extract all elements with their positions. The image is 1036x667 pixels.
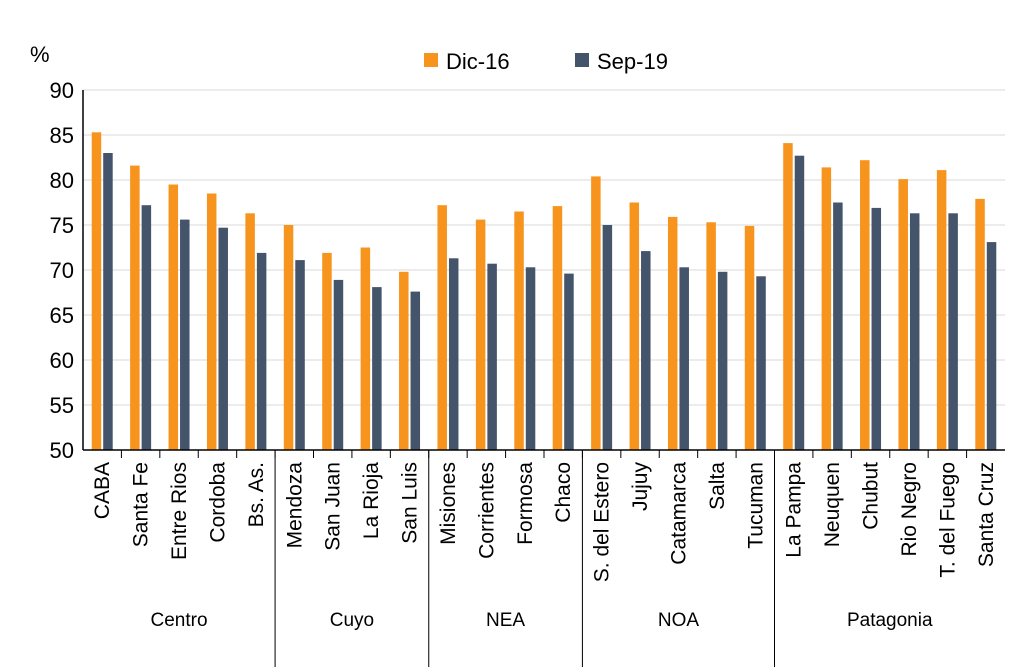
category-label: Rio Negro (898, 462, 921, 557)
bar-sep-19-salta (717, 271, 728, 450)
category-label: Corrientes (475, 462, 498, 559)
bar-sep-19-formosa (525, 267, 536, 450)
bar-dic-16-jujuy (629, 202, 640, 450)
bar-dic-16-bs-as- (245, 213, 255, 450)
group-label: Centro (151, 610, 208, 631)
category-label: Tucuman (744, 462, 767, 549)
bars (91, 132, 997, 451)
category-label: Formosa (514, 462, 537, 545)
legend-swatch-sep-19 (575, 53, 589, 67)
bar-sep-19-cordoba (218, 227, 228, 450)
bar-dic-16-salta (706, 222, 716, 450)
bar-dic-16-rio-negro (898, 179, 908, 450)
bar-dic-16-chaco (552, 206, 563, 450)
group-label: NEA (486, 610, 525, 631)
bar-sep-19-neuquen (833, 202, 843, 450)
bar-sep-19-chaco (564, 273, 574, 450)
y-axis-unit-label: % (30, 42, 50, 67)
bar-dic-16-la-rioja (360, 247, 371, 450)
bar-sep-19-t-del-fuego (948, 213, 958, 450)
y-tick-label: 75 (50, 213, 74, 238)
bar-sep-19-catamarca (679, 267, 689, 450)
bar-dic-16-la-pampa (783, 143, 793, 450)
bar-dic-16-s-del-estero (591, 176, 601, 450)
bar-sep-19-tucuman (756, 276, 766, 450)
bar-dic-16-san-juan (322, 252, 332, 450)
category-label: Santa Cruz (975, 462, 998, 567)
bar-dic-16-catamarca (667, 216, 678, 450)
bar-dic-16-santa-fe (130, 165, 140, 450)
bar-sep-19-misiones (448, 258, 459, 450)
category-label: Cordoba (206, 462, 229, 543)
bar-sep-19-san-luis (410, 291, 421, 450)
legend-label: Sep-19 (597, 49, 668, 74)
category-label: S. del Estero (591, 462, 614, 582)
category-label: La Pampa (783, 462, 806, 558)
bar-sep-19-santa-cruz (986, 242, 997, 450)
category-label: Mendoza (283, 462, 306, 549)
bar-dic-16-tucuman (744, 225, 755, 450)
category-label: Bs. As. (245, 462, 268, 527)
category-label: Chubut (860, 462, 883, 530)
bar-sep-19-santa-fe (141, 205, 152, 450)
category-label: La Rioja (360, 462, 383, 539)
legend-label: Dic-16 (446, 49, 510, 74)
bar-sep-19-entre-rios (180, 219, 190, 450)
bar-sep-19-s-del-estero (602, 225, 613, 450)
category-label: CABA (91, 462, 114, 519)
y-tick-label: 50 (50, 438, 74, 463)
bar-dic-16-misiones (437, 205, 447, 450)
legend: Dic-16 Sep-19 (424, 49, 668, 74)
bar-sep-19-caba (103, 153, 113, 450)
y-tick-label: 90 (50, 78, 74, 103)
legend-swatch-dic-16 (424, 53, 438, 67)
group-label: Cuyo (330, 610, 374, 631)
y-tick-label: 65 (50, 303, 74, 328)
bar-sep-19-mendoza (295, 260, 305, 450)
bar-sep-19-corrientes (487, 263, 497, 450)
category-label: Salta (706, 462, 729, 510)
category-label: San Luis (399, 462, 422, 544)
category-label: Santa Fe (130, 462, 153, 547)
bar-sep-19-la-pampa (794, 155, 805, 450)
bar-dic-16-entre-rios (168, 184, 179, 450)
group-label: NOA (658, 610, 700, 631)
axes: 50 55 60 65 70 75 80 85 90 CABA Santa Fe Entre Rios… (50, 78, 1005, 667)
bar-dic-16-san-luis (399, 271, 409, 450)
bar-sep-19-bs-as- (256, 252, 267, 450)
bar-dic-16-cordoba (206, 193, 217, 450)
bar-dic-16-formosa (514, 211, 524, 450)
y-tick-label: 55 (50, 393, 74, 418)
category-label: Chaco (552, 462, 575, 523)
y-tick-label: 60 (50, 348, 74, 373)
category-label: Catamarca (667, 462, 690, 565)
group-label: Patagonia (847, 610, 933, 631)
category-label: T. del Fuego (936, 462, 959, 578)
bar-sep-19-san-juan (333, 279, 344, 450)
y-tick-label: 85 (50, 123, 74, 148)
gridlines (83, 89, 1005, 406)
y-tick-label: 70 (50, 258, 74, 283)
category-label: Entre Rios (168, 462, 191, 560)
bar-dic-16-corrientes (475, 219, 486, 450)
category-label: Misiones (437, 462, 460, 545)
y-tick-label: 80 (50, 168, 74, 193)
bar-dic-16-chubut (860, 160, 870, 450)
bar-sep-19-jujuy (641, 251, 651, 450)
bar-dic-16-santa-cruz (975, 198, 985, 450)
bar-sep-19-chubut (871, 207, 882, 450)
bar-dic-16-caba (91, 132, 102, 451)
category-label: Neuquen (821, 462, 844, 547)
category-label: San Juan (322, 462, 345, 551)
bar-dic-16-mendoza (283, 225, 294, 450)
bar-dic-16-t-del-fuego (936, 170, 947, 450)
bar-sep-19-la-rioja (372, 287, 382, 450)
bar-sep-19-rio-negro (909, 213, 920, 450)
bar-dic-16-neuquen (821, 167, 832, 450)
category-label: Jujuy (629, 462, 652, 512)
